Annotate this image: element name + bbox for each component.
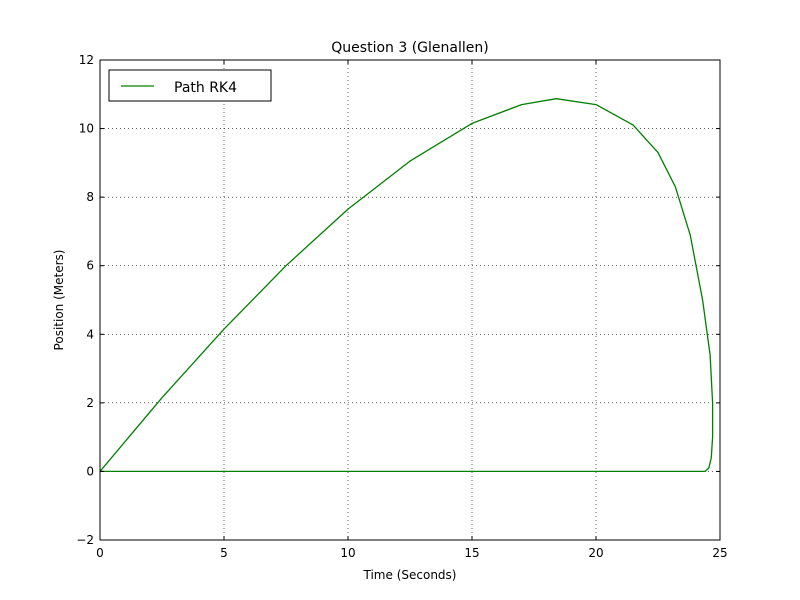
x-tick-label: 10	[340, 546, 355, 560]
x-tick-label: 5	[220, 546, 228, 560]
x-tick-label: 20	[588, 546, 603, 560]
y-tick-label: 12	[79, 53, 94, 67]
y-tick-label: 8	[86, 190, 94, 204]
y-tick-label: −2	[76, 533, 94, 547]
grid-lines	[100, 60, 720, 540]
y-tick-label: 0	[86, 464, 94, 478]
axis-ticks	[99, 59, 721, 541]
y-tick-label: 6	[86, 259, 94, 273]
y-tick-label: 2	[86, 396, 94, 410]
x-tick-label: 15	[464, 546, 479, 560]
chart-title: Question 3 (Glenallen)	[331, 40, 488, 56]
plot-frame	[99, 59, 721, 541]
x-tick-label: 25	[712, 546, 727, 560]
legend: Path RK4	[108, 69, 272, 102]
legend-label-path-rk4: Path RK4	[174, 80, 237, 96]
x-tick-label: 0	[96, 546, 104, 560]
x-axis-title: Time (Seconds)	[363, 568, 457, 582]
y-tick-label: 4	[86, 327, 94, 341]
y-tick-label: 10	[79, 122, 94, 136]
series-layer	[99, 98, 714, 473]
y-axis-title: Position (Meters)	[52, 250, 66, 351]
series-line-path-rk4	[99, 98, 714, 473]
plot-area	[100, 60, 720, 540]
